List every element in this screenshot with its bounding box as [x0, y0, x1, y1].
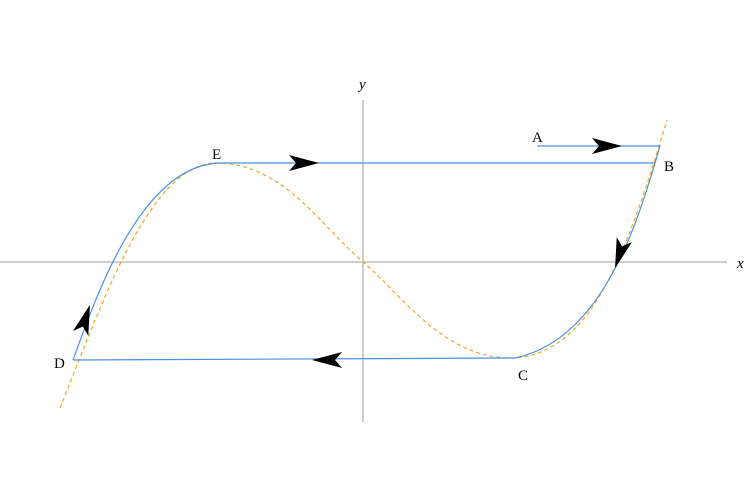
trajectory-a-to-b: [537, 145, 661, 164]
x-axis-label: x: [736, 256, 744, 272]
arrow-d-to-e-icon: [73, 304, 90, 336]
cubic-nullcline-curve: [59, 119, 668, 409]
arrow-e-to-b-icon: [289, 155, 319, 171]
point-label-b: B: [664, 159, 674, 175]
arrow-a-to-b-icon: [592, 138, 622, 154]
arrow-c-to-d-icon: [312, 352, 342, 368]
point-label-a: A: [532, 130, 543, 146]
point-label-d: D: [54, 356, 65, 372]
y-axis-label: y: [357, 77, 366, 93]
trajectory-d-to-e: [72, 162, 221, 361]
trajectory-b-to-c: [514, 162, 656, 359]
trajectory-c-to-d: [72, 357, 516, 361]
point-label-c: C: [518, 368, 528, 384]
point-label-e: E: [212, 147, 221, 163]
arrow-b-to-c-icon: [615, 237, 632, 269]
